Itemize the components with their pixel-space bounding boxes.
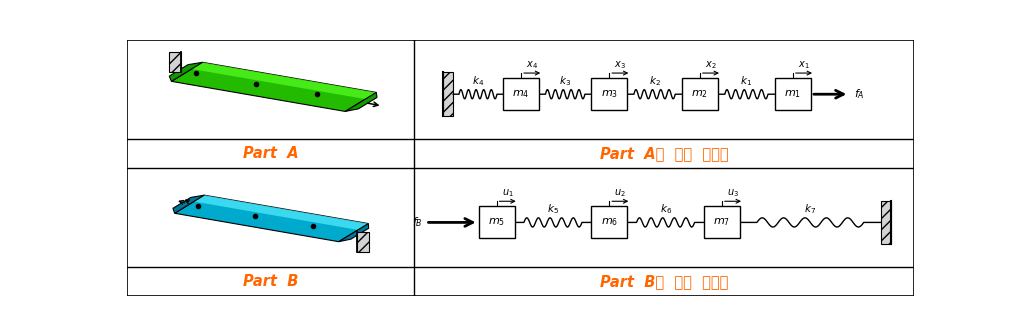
Text: $m_7$: $m_7$ — [713, 216, 731, 228]
Text: $k_5$: $k_5$ — [547, 202, 559, 216]
Text: $k_6$: $k_6$ — [659, 202, 672, 216]
Text: $k_4$: $k_4$ — [471, 74, 484, 88]
Polygon shape — [173, 195, 204, 213]
Polygon shape — [170, 62, 202, 81]
Polygon shape — [194, 195, 369, 230]
Bar — [169, 52, 182, 72]
Text: $u_3$: $u_3$ — [727, 187, 739, 199]
Text: $k_1$: $k_1$ — [741, 74, 753, 88]
Bar — [357, 231, 369, 252]
Bar — [443, 72, 453, 116]
Text: $u_2$: $u_2$ — [615, 187, 626, 199]
Text: $x_4$: $x_4$ — [526, 59, 538, 71]
Polygon shape — [175, 195, 369, 242]
Polygon shape — [172, 62, 376, 112]
Text: $m_6$: $m_6$ — [600, 216, 618, 228]
Bar — [775, 78, 811, 110]
Polygon shape — [338, 223, 369, 242]
Text: Part  A: Part A — [243, 146, 299, 161]
Polygon shape — [345, 93, 377, 112]
Bar — [479, 206, 515, 238]
Text: Part  A의  등가  진동계: Part A의 등가 진동계 — [600, 146, 728, 161]
Text: $m_2$: $m_2$ — [691, 88, 708, 100]
Text: $m_5$: $m_5$ — [488, 216, 505, 228]
Text: Part  B의  등가  진동계: Part B의 등가 진동계 — [600, 274, 728, 289]
Text: $f_A$: $f_A$ — [854, 87, 865, 101]
Text: $m_1$: $m_1$ — [784, 88, 802, 100]
Text: $x_2$: $x_2$ — [705, 59, 716, 71]
Text: $x_3$: $x_3$ — [615, 59, 626, 71]
Bar — [704, 206, 740, 238]
Text: Part  B: Part B — [243, 274, 299, 289]
Text: $k_3$: $k_3$ — [559, 74, 571, 88]
Text: $u_1$: $u_1$ — [502, 187, 513, 199]
Bar — [881, 200, 891, 244]
Polygon shape — [192, 62, 376, 99]
Text: $f_B$: $f_B$ — [412, 215, 424, 229]
Bar — [503, 78, 539, 110]
Text: $m_4$: $m_4$ — [512, 88, 529, 100]
Text: $x_1$: $x_1$ — [799, 59, 810, 71]
Bar — [591, 78, 627, 110]
Text: $k_2$: $k_2$ — [648, 74, 660, 88]
Text: $k_7$: $k_7$ — [805, 202, 816, 216]
Bar — [591, 206, 627, 238]
Bar — [682, 78, 718, 110]
Text: $m_3$: $m_3$ — [600, 88, 618, 100]
